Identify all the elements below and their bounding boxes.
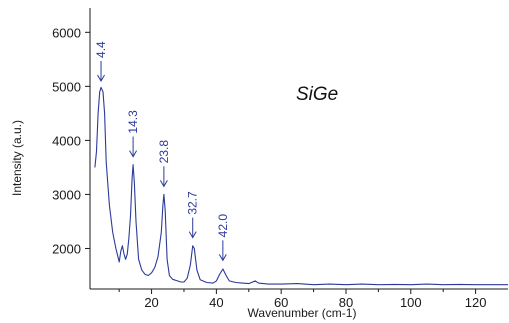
sample-label: SiGe	[296, 84, 338, 105]
peak-annotations: 4.4 14.3 23.8 32.7 42.0	[94, 41, 230, 262]
x-tick-label: 40	[209, 295, 223, 310]
peak-arrowhead	[129, 150, 138, 158]
x-tick-label: 80	[339, 295, 353, 310]
spectrum-line	[94, 86, 508, 286]
x-axis-title: Wavenumber (cm-1)	[248, 306, 357, 320]
y-tick-label: 6000	[52, 25, 81, 40]
peak-label: 23.8	[157, 140, 171, 164]
peak-arrowhead	[218, 254, 227, 262]
y-axis-title: Intensity (a.u.)	[10, 120, 24, 196]
y-tick-label: 5000	[52, 79, 81, 94]
peak-arrowhead	[97, 74, 105, 82]
x-tick-label: 120	[465, 295, 487, 310]
axes	[89, 8, 508, 290]
x-tick-label: 100	[400, 295, 422, 310]
x-tick-label: 20	[144, 295, 158, 310]
y-tick-label: 4000	[52, 133, 81, 148]
peak-arrowhead	[188, 231, 197, 239]
peak-label: 32.7	[186, 191, 200, 215]
series-layer	[94, 86, 508, 286]
peak-label: 14.3	[126, 110, 140, 134]
y-tick-label: 3000	[52, 187, 81, 202]
axis-ticks: 2000 3000 4000 5000 6000 20 40 60 80 100 120	[52, 25, 486, 310]
peak-label: 4.4	[94, 41, 108, 58]
peak-label: 42.0	[216, 214, 230, 238]
peak-arrowhead	[159, 180, 168, 188]
x-tick-label: 60	[274, 295, 288, 310]
y-tick-label: 2000	[52, 241, 81, 256]
